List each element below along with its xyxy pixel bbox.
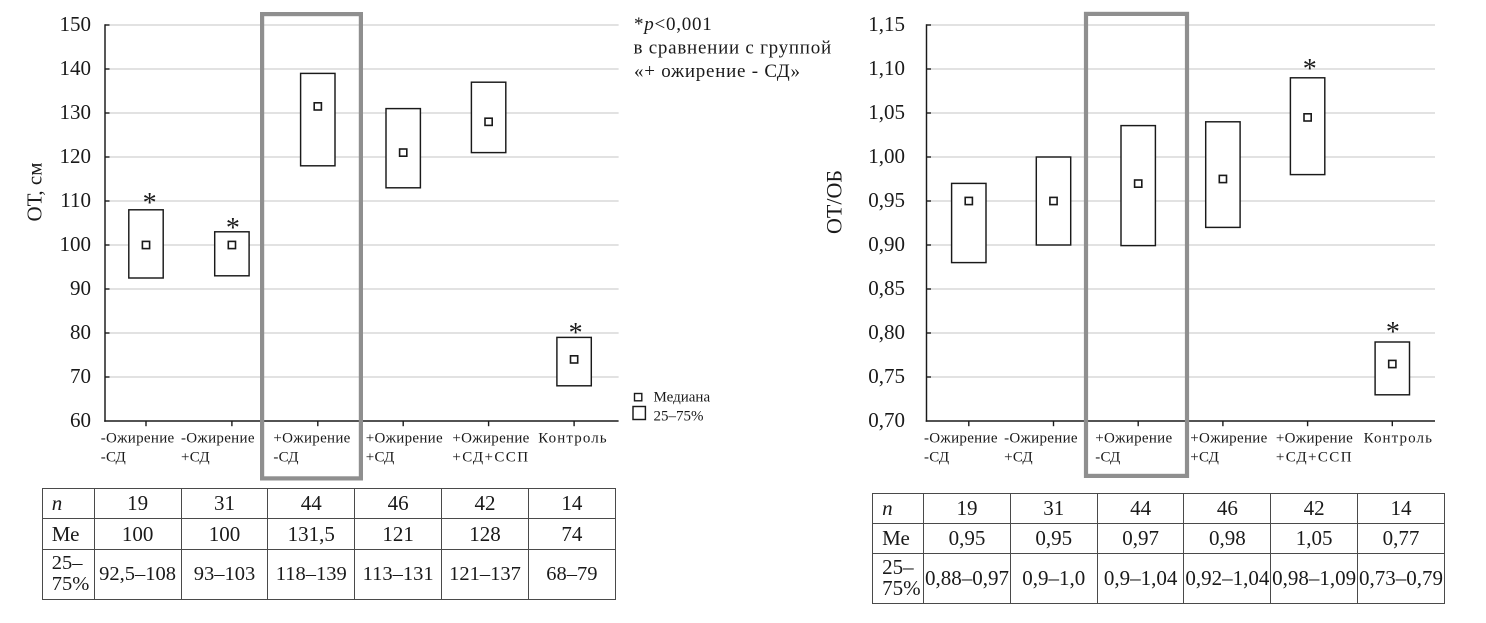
svg-text:+Ожирение: +Ожирение <box>1095 431 1172 447</box>
svg-text:-СД: -СД <box>101 450 126 466</box>
svg-text:*: * <box>1386 317 1400 348</box>
svg-text:Контроль: Контроль <box>538 431 607 447</box>
svg-text:70: 70 <box>70 364 91 388</box>
svg-text:140: 140 <box>60 56 92 80</box>
svg-text:ОТ/ОБ: ОТ/ОБ <box>822 170 847 234</box>
svg-text:1,10: 1,10 <box>868 56 905 80</box>
svg-text:+Ожирение: +Ожирение <box>452 431 529 447</box>
svg-text:-Ожирение: -Ожирение <box>101 431 175 447</box>
svg-text:100: 100 <box>60 232 92 256</box>
svg-text:Контроль: Контроль <box>1364 431 1433 447</box>
svg-text:0,95: 0,95 <box>868 188 905 212</box>
svg-text:60: 60 <box>70 408 91 432</box>
svg-text:25–75%: 25–75% <box>654 409 704 425</box>
svg-text:+СД+ССП: +СД+ССП <box>452 450 529 466</box>
svg-text:в сравнении с группой: в сравнении с группой <box>634 38 832 59</box>
svg-text:1,05: 1,05 <box>868 100 905 124</box>
svg-text:Медиана: Медиана <box>654 389 711 405</box>
svg-text:*: * <box>226 213 240 244</box>
svg-text:+СД: +СД <box>181 450 210 466</box>
svg-text:*: * <box>569 318 583 349</box>
svg-text:-Ожирение: -Ожирение <box>924 431 998 447</box>
svg-text:+СД: +СД <box>366 450 395 466</box>
svg-text:110: 110 <box>60 188 91 212</box>
svg-text:90: 90 <box>70 276 91 300</box>
svg-text:-СД: -СД <box>273 450 298 466</box>
svg-text:-СД: -СД <box>1095 450 1120 466</box>
svg-text:ОТ, см: ОТ, см <box>23 162 47 221</box>
svg-text:*: * <box>1303 54 1317 85</box>
svg-text:+СД: +СД <box>1004 450 1033 466</box>
svg-text:0,85: 0,85 <box>868 276 905 300</box>
svg-text:1,00: 1,00 <box>868 144 905 168</box>
svg-text:*p<0,001: *p<0,001 <box>634 14 712 35</box>
svg-text:120: 120 <box>60 144 92 168</box>
svg-text:130: 130 <box>60 100 92 124</box>
svg-text:0,80: 0,80 <box>868 320 905 344</box>
svg-text:150: 150 <box>60 12 92 36</box>
svg-text:-СД: -СД <box>924 450 949 466</box>
svg-text:1,15: 1,15 <box>868 12 905 36</box>
svg-text:+Ожирение: +Ожирение <box>1276 431 1353 447</box>
svg-text:-Ожирение: -Ожирение <box>1004 431 1078 447</box>
svg-text:+СД+ССП: +СД+ССП <box>1276 450 1353 466</box>
svg-text:+СД: +СД <box>1190 450 1219 466</box>
svg-text:0,75: 0,75 <box>868 364 905 388</box>
svg-text:*: * <box>143 188 157 219</box>
svg-text:-Ожирение: -Ожирение <box>181 431 255 447</box>
svg-text:+Ожирение: +Ожирение <box>366 431 443 447</box>
svg-text:0,90: 0,90 <box>868 232 905 256</box>
svg-text:+Ожирение: +Ожирение <box>1190 431 1267 447</box>
svg-text:0,70: 0,70 <box>868 408 905 432</box>
svg-text:80: 80 <box>70 320 91 344</box>
svg-text:+Ожирение: +Ожирение <box>273 431 350 447</box>
svg-text:«+ ожирение - СД»: «+ ожирение - СД» <box>634 61 801 82</box>
